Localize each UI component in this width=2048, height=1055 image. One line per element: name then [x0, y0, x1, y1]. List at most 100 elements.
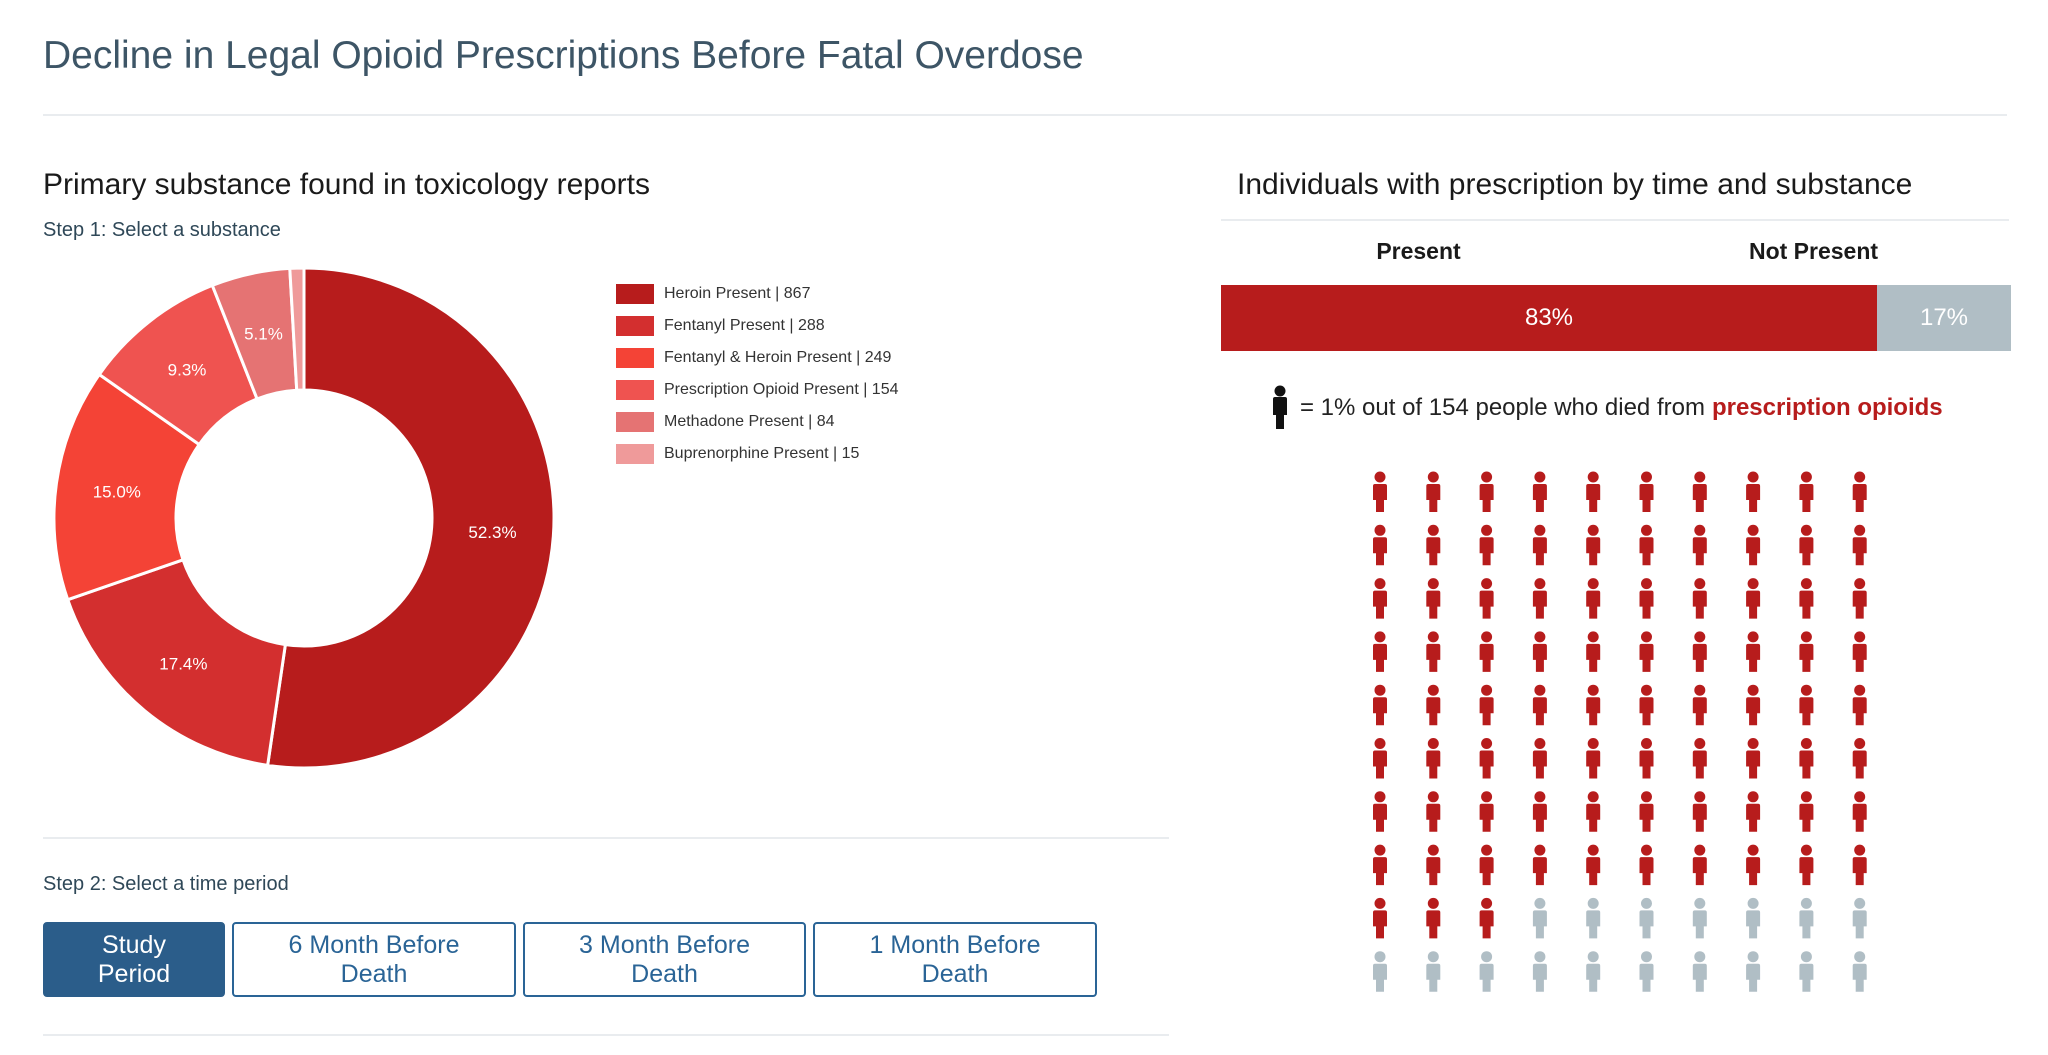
person-icon-not-present [1373, 951, 1387, 992]
person-icon-present [1373, 738, 1387, 779]
title-divider [43, 114, 2007, 116]
page-title: Decline in Legal Opioid Prescriptions Be… [43, 34, 1084, 77]
donut-slice-label-2: 15.0% [93, 483, 141, 502]
person-icon-present [1479, 471, 1494, 512]
person-icon-present [1746, 738, 1761, 779]
person-icon-present [1692, 631, 1707, 672]
person-icon-not-present [1532, 897, 1547, 939]
person-icon-present [1426, 684, 1441, 726]
donut-slice-1[interactable] [65, 557, 288, 768]
person-icon-present [1532, 524, 1547, 566]
person-icon-present [1586, 471, 1601, 512]
person-icon-present [1639, 684, 1654, 726]
legend-label: Fentanyl & Heroin Present | 249 [664, 349, 892, 366]
person-icon-not-present [1692, 951, 1707, 992]
donut-slice-5[interactable] [288, 266, 306, 392]
study-period-button[interactable]: Study Period [43, 922, 225, 997]
legend-item-4[interactable]: Methadone Present | 84 [616, 406, 899, 438]
person-icon-present [1532, 791, 1547, 832]
person-icon-present [1692, 684, 1707, 726]
person-icon-present [1479, 791, 1494, 832]
person-icon-present [1532, 471, 1547, 512]
person-icon-present [1586, 791, 1601, 832]
legend-swatch [616, 348, 654, 368]
donut-slice-2[interactable] [52, 372, 202, 602]
person-icon-present [1639, 631, 1654, 672]
legend-swatch [616, 444, 654, 464]
person-icon-present [1479, 578, 1494, 619]
person-icon-not-present [1746, 951, 1761, 992]
person-icon-present [1852, 738, 1867, 779]
person-icon-present [1639, 524, 1654, 566]
not-present-pct-label: 17% [1919, 304, 1969, 331]
person-icon-present [1692, 471, 1707, 512]
legend-item-3[interactable]: Prescription Opioid Present | 154 [616, 374, 899, 406]
present-pct-label: 83% [1524, 304, 1574, 331]
legend-label: Heroin Present | 867 [664, 285, 811, 302]
donut-slice-label-1: 17.4% [159, 655, 207, 674]
substance-donut-chart[interactable]: 52.3% 17.4% 15.0% 9.3% 5.1% [44, 258, 564, 778]
person-icon-not-present [1852, 951, 1867, 992]
not-present-bar[interactable]: 17% [1877, 285, 2011, 351]
person-icon-present [1799, 578, 1814, 619]
person-icon-present [1373, 844, 1387, 886]
person-icon-present [1692, 578, 1707, 619]
right-title-divider [1221, 219, 2009, 221]
present-header: Present [1376, 238, 1461, 264]
person-icon-present [1692, 738, 1707, 779]
person-icon-present [1373, 471, 1387, 512]
six-month-button[interactable]: 6 Month Before Death [232, 922, 516, 997]
person-icon-present [1746, 578, 1761, 619]
person-icon-present [1799, 791, 1814, 832]
person-icon-not-present [1426, 951, 1441, 992]
one-month-button[interactable]: 1 Month Before Death [813, 922, 1097, 997]
legend-swatch [616, 412, 654, 432]
legend-label: Buprenorphine Present | 15 [664, 445, 860, 462]
donut-slice-label-0: 52.3% [468, 523, 516, 542]
person-icon-present [1532, 738, 1547, 779]
legend-item-5[interactable]: Buprenorphine Present | 15 [616, 438, 899, 470]
person-icon-not-present [1799, 897, 1814, 939]
person-icon-not-present [1532, 951, 1547, 992]
person-icon-present [1586, 524, 1601, 566]
person-icon-present [1746, 524, 1761, 566]
person-icon-present [1373, 897, 1387, 939]
person-icon-present [1479, 738, 1494, 779]
donut-slice-0[interactable] [265, 266, 556, 770]
legend-item-0[interactable]: Heroin Present | 867 [616, 278, 899, 310]
person-icon-present [1852, 578, 1867, 619]
three-month-button[interactable]: 3 Month Before Death [523, 922, 806, 997]
step1-label: Step 1: Select a substance [43, 219, 281, 241]
person-icon-present [1426, 738, 1441, 779]
caption-text: = 1% out of 154 people who died from [1300, 394, 1705, 421]
person-icon-present [1852, 684, 1867, 726]
person-icon-present [1799, 471, 1814, 512]
person-icon-present [1692, 791, 1707, 832]
person-icon-present [1799, 844, 1814, 886]
legend-item-2[interactable]: Fentanyl & Heroin Present | 249 [616, 342, 899, 374]
person-icon-present [1799, 738, 1814, 779]
person-icon-not-present [1852, 897, 1867, 939]
present-bar[interactable]: 83% [1221, 285, 1877, 351]
legend-item-1[interactable]: Fentanyl Present | 288 [616, 310, 899, 342]
person-icon-present [1852, 631, 1867, 672]
substance-chart-title: Primary substance found in toxicology re… [43, 168, 650, 201]
prescription-chart-title: Individuals with prescription by time an… [1237, 168, 1913, 201]
person-icon-present [1373, 524, 1387, 566]
waffle-caption: = 1% out of 154 people who died from pre… [1270, 385, 1943, 431]
person-icon-present [1639, 471, 1654, 512]
person-icon-present [1852, 471, 1867, 512]
caption-emphasis: prescription opioids [1711, 394, 1943, 421]
person-icon-not-present [1692, 897, 1707, 939]
person-icon-present [1373, 791, 1387, 832]
prescription-waffle-chart [1373, 471, 1867, 992]
person-icon-present [1586, 631, 1601, 672]
person-icon-present [1692, 524, 1707, 566]
person-icon-present [1479, 844, 1494, 886]
person-icon-present [1639, 791, 1654, 832]
person-icon-present [1426, 844, 1441, 886]
person-icon-present [1426, 524, 1441, 566]
person-icon [1273, 385, 1287, 429]
person-icon-present [1852, 844, 1867, 886]
legend-swatch [616, 380, 654, 400]
